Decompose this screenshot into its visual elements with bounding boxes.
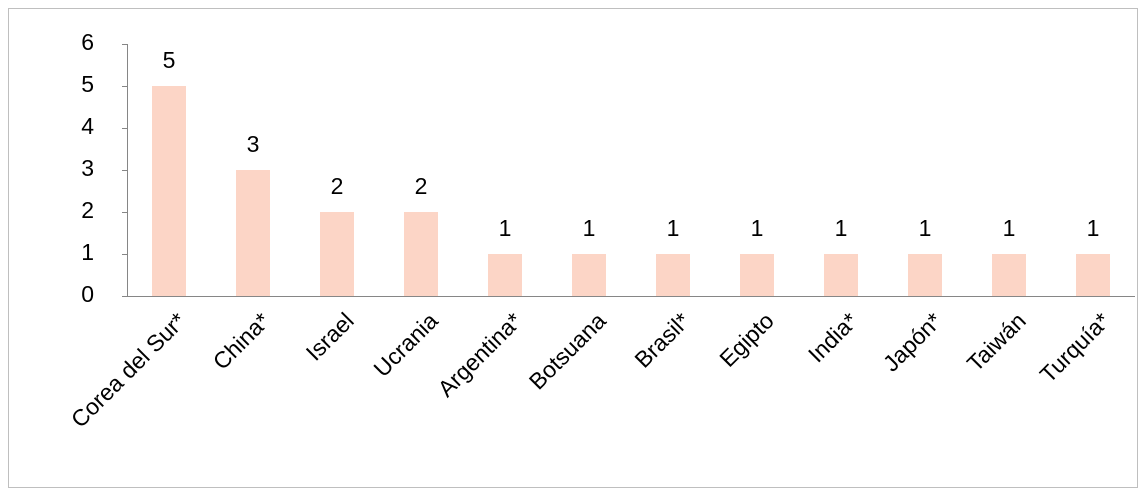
x-tick-label: Taiwán <box>962 307 1031 376</box>
x-tick-label: India* <box>803 307 863 367</box>
x-tick-label: Israel <box>301 307 359 365</box>
bar <box>488 254 522 296</box>
bar <box>656 254 690 296</box>
y-tick-label: 3 <box>81 155 94 181</box>
bar <box>824 254 858 296</box>
data-label: 1 <box>667 215 680 241</box>
bar <box>992 254 1026 296</box>
y-tick-label: 5 <box>81 71 94 97</box>
data-label: 1 <box>1003 215 1016 241</box>
x-tick-label: China* <box>208 307 275 374</box>
bar <box>236 170 270 296</box>
y-tick-label: 2 <box>81 197 94 223</box>
data-label: 2 <box>331 173 344 199</box>
x-tick-label: Ucrania <box>368 307 443 382</box>
bar <box>152 86 186 296</box>
chart-border <box>8 8 1138 488</box>
y-tick-label: 6 <box>81 29 94 55</box>
x-tick-label: Turquía* <box>1035 307 1115 387</box>
x-tick-label: Corea del Sur* <box>66 307 191 432</box>
x-tick-label: Brasil* <box>629 307 694 372</box>
x-tick-label: Argentina* <box>432 307 526 401</box>
data-label: 1 <box>499 215 512 241</box>
data-label: 5 <box>163 47 176 73</box>
data-label: 3 <box>247 131 260 157</box>
bar <box>320 212 354 296</box>
data-label: 1 <box>835 215 848 241</box>
bar <box>572 254 606 296</box>
bar <box>1076 254 1110 296</box>
data-label: 2 <box>415 173 428 199</box>
data-label: 1 <box>1087 215 1100 241</box>
y-tick-label: 1 <box>81 239 94 265</box>
data-label: 1 <box>919 215 932 241</box>
bar <box>404 212 438 296</box>
y-tick-label: 0 <box>81 281 94 307</box>
x-tick-label: Egipto <box>714 307 779 372</box>
data-label: 1 <box>751 215 764 241</box>
bar <box>740 254 774 296</box>
data-label: 1 <box>583 215 596 241</box>
x-tick-label: Japón* <box>878 307 947 376</box>
bar <box>908 254 942 296</box>
x-tick-label: Botsuana <box>524 307 611 394</box>
y-tick-label: 4 <box>81 113 94 139</box>
